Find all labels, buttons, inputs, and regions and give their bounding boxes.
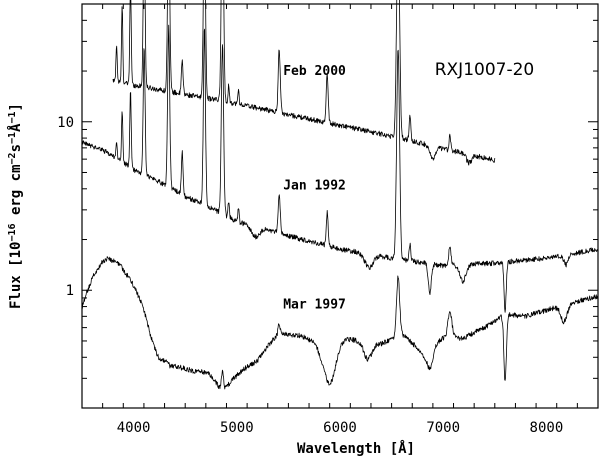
axis-tick-labels: 4000 5000 6000 7000 8000 1 10	[57, 115, 563, 436]
y-label-base: Flux [10	[8, 242, 24, 309]
y-label-mid1: erg cm	[8, 164, 24, 223]
epoch-labels: Feb 2000 Jan 1992 Mar 1997	[283, 64, 346, 313]
x-axis-label: Wavelength [Å]	[297, 440, 415, 457]
y-label-exp3: −1	[7, 132, 18, 144]
y-label-exp1: −16	[7, 223, 18, 241]
epoch-label-jan-1992: Jan 1992	[283, 179, 346, 194]
spectra-layer	[81, 0, 599, 390]
y-label-exp4: −1	[7, 111, 18, 123]
object-label: RXJ1007-20	[435, 60, 535, 80]
epoch-label-mar-1997: Mar 1997	[283, 297, 346, 312]
x-tick-label-7000: 7000	[426, 420, 460, 436]
spectrum-mar-1997	[81, 256, 599, 390]
axis-ticks	[81, 3, 599, 409]
x-tick-label-6000: 6000	[323, 420, 357, 436]
y-label-mid2: s	[8, 144, 24, 152]
epoch-label-feb-2000: Feb 2000	[283, 64, 346, 79]
y-label-exp2: −2	[7, 152, 18, 164]
x-tick-label-5000: 5000	[220, 420, 254, 436]
y-label-end: ]	[8, 103, 24, 111]
y-tick-label-10: 10	[57, 115, 74, 131]
x-tick-label-8000: 8000	[530, 420, 564, 436]
spectrum-jan-1992	[81, 24, 599, 313]
y-tick-label-1: 1	[66, 283, 74, 299]
x-tick-label-4000: 4000	[117, 420, 151, 436]
plot-frame	[81, 3, 599, 409]
y-label-mid3: Å	[7, 123, 24, 132]
y-axis-label: Flux [10−16 erg cm−2s−1Å−1]	[7, 103, 24, 309]
spectrum-feb-2000	[112, 0, 496, 166]
